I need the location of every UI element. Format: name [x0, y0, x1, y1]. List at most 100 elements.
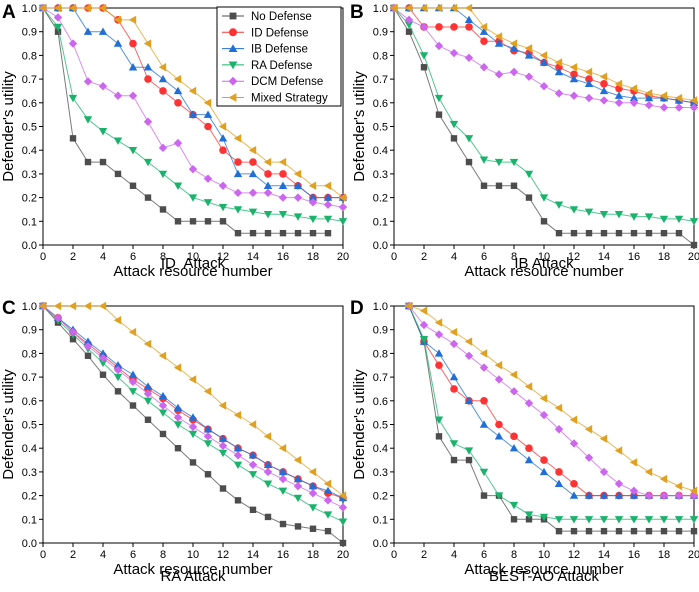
data-point	[174, 218, 182, 225]
legend-marker	[228, 93, 237, 102]
data-point	[309, 229, 317, 237]
data-point	[554, 67, 564, 76]
y-tick-label: 0.4	[22, 443, 37, 455]
data-point	[53, 3, 62, 13]
data-point	[233, 410, 242, 420]
x-tick-label: 6	[130, 251, 136, 263]
data-point	[464, 15, 474, 24]
y-tick-label: 0.1	[22, 216, 37, 228]
data-point	[524, 72, 534, 81]
data-point	[83, 3, 92, 13]
data-point	[83, 116, 93, 124]
y-tick-label: 0.9	[22, 325, 37, 337]
data-point	[53, 13, 63, 22]
data-point	[263, 157, 272, 167]
data-point	[293, 494, 303, 503]
data-point	[339, 539, 347, 547]
data-point	[203, 110, 213, 118]
data-point	[173, 74, 182, 84]
x-tick-label: 0	[40, 251, 46, 263]
data-point	[248, 188, 258, 198]
data-point	[113, 361, 123, 369]
data-point	[434, 318, 443, 327]
data-point	[173, 182, 183, 190]
data-point	[434, 94, 444, 103]
y-tick-label: 0.5	[22, 420, 37, 432]
y-tick-label: 0.7	[22, 74, 37, 86]
x-tick-label: 8	[160, 251, 166, 263]
data-point	[480, 37, 488, 45]
y-tick-label: 0.7	[373, 74, 388, 86]
data-point	[204, 218, 212, 225]
data-point	[158, 143, 168, 153]
x-tick-label: 10	[538, 251, 550, 263]
data-point	[263, 480, 273, 488]
data-point	[219, 146, 227, 154]
data-point	[174, 445, 182, 452]
series-no-defense	[390, 4, 698, 249]
data-point	[69, 335, 77, 343]
series-dcm-defense	[389, 3, 699, 112]
data-point	[278, 474, 288, 484]
y-tick-label: 1.0	[373, 301, 388, 313]
data-point	[54, 28, 62, 35]
data-point	[188, 422, 198, 432]
data-point	[189, 218, 197, 225]
data-point	[524, 382, 533, 391]
data-point	[234, 229, 242, 237]
panel-d: D 0 2 4 6 8 10 12 14 16 18 20 0.0 0.1 0.2 0.3 0.4 0.5 0.6 0…	[350, 298, 699, 585]
data-point	[113, 365, 123, 375]
data-point	[278, 444, 287, 453]
data-point	[84, 158, 92, 166]
data-point	[249, 229, 257, 237]
data-point	[569, 439, 579, 448]
data-point	[204, 471, 212, 478]
data-point	[494, 70, 504, 79]
data-point	[308, 489, 318, 498]
y-tick-label: 0.3	[22, 467, 37, 479]
data-point	[584, 516, 594, 524]
data-point	[600, 229, 608, 237]
data-point	[659, 474, 668, 484]
y-tick-label: 0.4	[373, 443, 388, 455]
data-point	[434, 41, 444, 51]
data-point	[278, 193, 288, 202]
series-dcm-defense	[38, 301, 348, 512]
x-tick-label: 6	[481, 549, 487, 561]
data-point	[203, 425, 213, 433]
data-point	[419, 306, 428, 315]
data-point	[38, 3, 47, 13]
y-tick-label: 0.6	[22, 396, 37, 408]
data-point	[555, 229, 563, 237]
data-point	[509, 370, 518, 379]
y-tick-label: 0.8	[373, 348, 388, 360]
data-point	[479, 22, 488, 32]
data-point	[158, 351, 167, 360]
data-point	[555, 527, 563, 535]
data-point	[570, 479, 578, 488]
data-point	[324, 229, 332, 237]
data-point	[263, 432, 272, 441]
y-tick-label: 0.0	[22, 240, 37, 252]
data-point	[449, 3, 458, 13]
data-point	[158, 74, 168, 83]
data-point	[494, 375, 504, 384]
data-point	[174, 99, 182, 107]
data-point	[614, 516, 624, 524]
data-point	[584, 208, 594, 217]
data-point	[599, 210, 609, 219]
data-point	[660, 527, 668, 535]
data-point	[630, 229, 638, 237]
data-point	[569, 91, 579, 100]
x-tick-label: 10	[538, 549, 550, 561]
data-point	[449, 48, 459, 58]
y-tick-label: 0.8	[22, 50, 37, 62]
x-tick-label: 4	[100, 251, 106, 263]
data-point	[495, 182, 503, 189]
x-tick-label: 0	[391, 251, 397, 263]
data-point	[53, 313, 63, 323]
data-point	[308, 215, 318, 224]
data-point	[144, 416, 152, 423]
data-point	[614, 98, 624, 107]
y-tick-label: 0.6	[373, 98, 388, 110]
